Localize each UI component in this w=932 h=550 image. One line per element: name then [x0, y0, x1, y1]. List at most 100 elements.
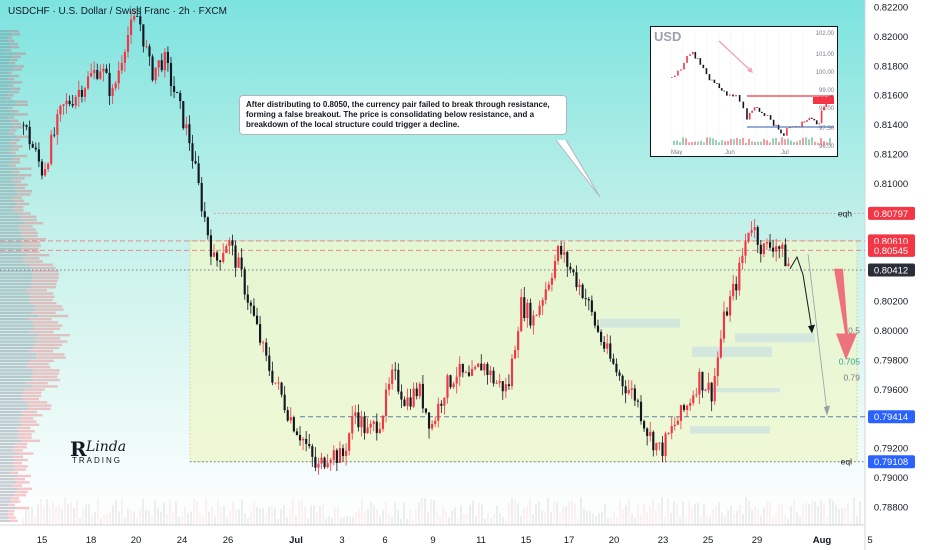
candle-body [83, 88, 87, 97]
volume-bar [511, 498, 513, 525]
inset-candle [769, 115, 772, 120]
volume-bar [187, 512, 189, 525]
time-tick-label: 23 [658, 535, 669, 546]
candle-body [633, 388, 636, 401]
volume-bar [364, 511, 366, 525]
volume-bar [184, 506, 186, 525]
volume-bar [517, 503, 519, 525]
profile-bar [16, 212, 31, 215]
inset-price-badge [813, 97, 834, 104]
volume-bar [667, 497, 669, 525]
inset-volume [712, 138, 714, 145]
profile-bar [0, 174, 18, 177]
profile-bar [29, 292, 54, 295]
volume-bar [727, 510, 729, 525]
candle-body [271, 370, 274, 383]
profile-bar [0, 145, 13, 148]
volume-bar [856, 516, 858, 525]
profile-bar [17, 474, 32, 478]
candle-body [212, 252, 216, 257]
time-tick-label: 29 [752, 535, 763, 546]
price-badge [868, 455, 915, 469]
time-axis[interactable]: 15 18 20 24 26 Jul 3 6 9 11 15 17 20 23 25 29 Aug 5 [37, 535, 873, 546]
volume-bar [148, 510, 150, 525]
inset-candle [689, 54, 691, 56]
volume-bar [475, 516, 477, 525]
volume-bar [202, 516, 204, 525]
volume-bar [319, 505, 321, 525]
inset-candle [775, 124, 777, 126]
volume-bar [649, 506, 651, 525]
profile-bar [0, 340, 38, 343]
profile-bar [0, 471, 10, 474]
candle-body [415, 388, 418, 397]
inset-candle [699, 58, 702, 65]
profile-bar [9, 58, 18, 62]
volume-bar [163, 502, 165, 525]
volume-bar [193, 498, 195, 525]
logo-letter: R [70, 437, 87, 461]
profile-bar [0, 58, 10, 62]
inset-candle [708, 74, 711, 81]
inset-volume [802, 137, 804, 145]
candle-body [320, 457, 323, 464]
candle-body [698, 371, 701, 395]
level-side-label: eql [841, 457, 852, 467]
price-badge [868, 410, 915, 424]
profile-bar [32, 346, 60, 350]
profile-bar [25, 238, 46, 241]
profile-bar [15, 506, 30, 510]
candle-body [22, 124, 25, 126]
volume-bar [700, 516, 702, 525]
inset-tick: 101.00 [816, 52, 835, 58]
profile-bar [0, 276, 33, 279]
volume-bar [445, 511, 447, 525]
inset-volume [685, 138, 687, 145]
volume-bar [808, 503, 810, 525]
liquidity-block [600, 318, 680, 328]
candle-body [237, 257, 240, 268]
annotation-text: After distributing to 0.8050, the curren… [239, 95, 567, 135]
logo-name: Linda [86, 439, 127, 455]
projection-path-secondary [807, 254, 828, 412]
volume-bar [583, 508, 585, 525]
candle-body [179, 92, 182, 102]
inset-volume [784, 139, 786, 145]
profile-bar [9, 142, 17, 145]
inset-volume [739, 139, 741, 145]
profile-bar [0, 330, 30, 334]
inset-volume [757, 141, 759, 145]
profile-bar [0, 286, 31, 289]
volume-bar [553, 500, 555, 525]
profile-bar [32, 372, 59, 375]
volume-bar [544, 512, 546, 525]
volume-bar [520, 516, 522, 525]
volume-bar [25, 509, 27, 525]
candle-body [434, 420, 437, 424]
profile-bar [14, 442, 28, 446]
time-axis-panel [0, 525, 865, 550]
candle-body [262, 342, 265, 344]
inset-volume [709, 137, 711, 145]
fib-label: 0.705 [839, 356, 861, 366]
volume-bar [199, 512, 201, 525]
volume-bar [115, 500, 117, 525]
profile-bar [12, 206, 24, 209]
profile-bar [7, 84, 14, 87]
candle-body [286, 410, 289, 421]
price-axis[interactable]: 0.82200 0.82000 0.81800 0.81600 0.81400 0.812… [868, 3, 915, 514]
profile-bar [14, 468, 27, 471]
profile-bar [7, 106, 13, 110]
candle-body [31, 144, 34, 148]
volume-bar [823, 503, 825, 525]
profile-bar [0, 375, 32, 378]
candle-body [424, 408, 428, 413]
candle-body [394, 369, 397, 371]
level-side-label: eqh [838, 208, 852, 218]
volume-bar [49, 508, 51, 525]
profile-bar [30, 286, 56, 289]
profile-bar [7, 94, 14, 97]
profile-bar [35, 353, 65, 356]
price-badge [868, 263, 915, 277]
